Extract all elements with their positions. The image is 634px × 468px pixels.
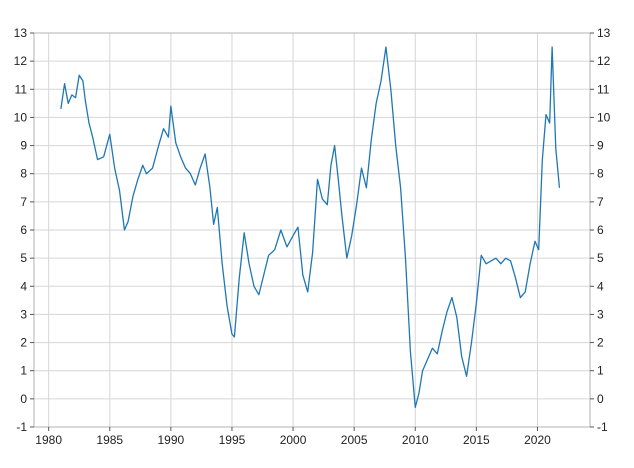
y-tick-label-left: 10	[14, 110, 28, 124]
y-tick-label-left: 8	[20, 167, 27, 181]
series-line	[60, 46, 561, 408]
y-tick-label-left: 6	[20, 223, 27, 237]
y-tick-label-left: 4	[20, 279, 27, 293]
y-tick-label-right: 11	[597, 82, 610, 96]
y-tick-label-left: -1	[16, 420, 27, 434]
y-tick-label-left: 9	[20, 139, 27, 153]
y-tick-label-right: 5	[597, 251, 604, 265]
x-tick-label: 2015	[463, 433, 490, 447]
y-tick-label-right: 9	[597, 139, 604, 153]
y-tick-label-left: 13	[14, 26, 28, 40]
y-tick-label-right: 1	[597, 364, 604, 378]
y-tick-label-right: 3	[597, 307, 604, 321]
y-tick-label-right: 12	[597, 54, 611, 68]
y-tick-label-right: 10	[597, 110, 611, 124]
y-tick-label-right: 8	[597, 167, 604, 181]
y-tick-label-left: 12	[14, 54, 28, 68]
y-tick-label-right: 4	[597, 279, 604, 293]
y-tick-label-left: 0	[20, 392, 27, 406]
x-tick-label: 2010	[402, 433, 429, 447]
y-tick-label-left: 7	[20, 195, 27, 209]
y-tick-label-left: 5	[20, 251, 27, 265]
y-tick-label-left: 3	[20, 307, 27, 321]
x-tick-label: 2020	[524, 433, 551, 447]
x-tick-label: 1995	[219, 433, 246, 447]
x-tick-label: 1980	[35, 433, 62, 447]
y-tick-label-left: 2	[20, 336, 27, 350]
y-tick-label-right: 6	[597, 223, 604, 237]
y-tick-label-left: 1	[20, 364, 27, 378]
x-tick-label: 2000	[280, 433, 307, 447]
x-tick-label: 1985	[96, 433, 123, 447]
y-tick-label-right: 2	[597, 336, 604, 350]
y-tick-label-right: 0	[597, 392, 604, 406]
x-tick-label: 2005	[341, 433, 368, 447]
y-tick-label-right: -1	[597, 420, 608, 434]
x-tick-label: 1990	[158, 433, 185, 447]
y-tick-label-left: 11	[15, 82, 28, 96]
y-tick-label-right: 7	[597, 195, 604, 209]
y-tick-label-right: 13	[597, 26, 611, 40]
